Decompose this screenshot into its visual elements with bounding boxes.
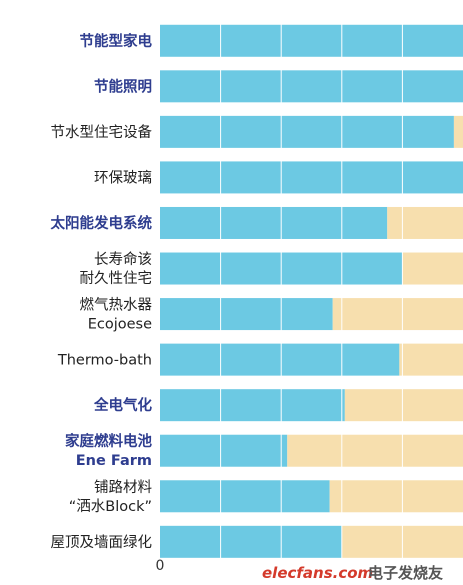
watermark: elecfans.com 电子发烧友 (262, 564, 443, 582)
category-label-3-line-1: 节水型住宅设备 (51, 124, 153, 141)
bar-segment-1-row-7 (160, 298, 333, 331)
bar-segment-1-row-5 (160, 206, 388, 239)
watermark-site: elecfans.com (262, 564, 373, 582)
x-tick-label-1: 0 (156, 558, 165, 574)
category-label-11-line-1: 铺路材料 (94, 479, 152, 496)
category-label-1-line-1: 节能型家电 (80, 32, 153, 50)
bar-segment-2-row-11 (329, 480, 463, 513)
category-label-6-line-1: 长寿命该 (94, 250, 152, 268)
category-label-2-line-1: 节能照明 (94, 77, 152, 95)
category-label-7-line-2: Ecojoese (88, 317, 152, 333)
category-label-8-line-1: Thermo-bath (57, 353, 152, 369)
gridlines (220, 18, 403, 565)
bar-segment-2-row-6 (402, 252, 463, 285)
bar-segment-2-row-5 (387, 206, 463, 239)
watermark-cn: 电子发烧友 (368, 564, 443, 582)
category-label-10-line-2: Ene Farm (76, 453, 152, 469)
bar-segment-1-row-1 (160, 24, 463, 57)
category-label-9-line-1: 全电气化 (93, 396, 152, 414)
bar-segment-1-row-2 (160, 70, 463, 103)
bar-segment-2-row-8 (399, 343, 463, 376)
bar-segment-2-row-7 (332, 298, 463, 331)
bar-segment-1-row-3 (160, 115, 454, 148)
x-ticks: 0 (156, 558, 165, 574)
bar-segment-1-row-9 (160, 389, 345, 422)
category-label-4-line-1: 环保玻璃 (94, 169, 152, 186)
bar-segment-1-row-4 (160, 161, 463, 194)
bar-segment-1-row-11 (160, 480, 330, 513)
bar-segment-1-row-10 (160, 434, 288, 467)
category-labels: 节能型家电节能照明节水型住宅设备环保玻璃太阳能发电系统长寿命该耐久性住宅燃气热水… (51, 32, 153, 551)
bars (160, 24, 463, 558)
bar-segment-1-row-8 (160, 343, 400, 376)
category-label-11-line-2: “洒水Block” (69, 498, 152, 515)
bar-segment-2-row-3 (453, 115, 463, 148)
category-label-7-line-1: 燃气热水器 (80, 296, 153, 314)
bar-segment-2-row-9 (344, 389, 463, 422)
category-label-6-line-2: 耐久性住宅 (80, 270, 153, 287)
category-label-10-line-1: 家庭燃料电池 (65, 432, 152, 450)
category-label-5-line-1: 太阳能发电系统 (51, 214, 153, 232)
bar-segment-2-row-10 (287, 434, 463, 467)
bar-segment-1-row-12 (160, 525, 342, 558)
category-label-12-line-1: 屋顶及墙面绿化 (51, 534, 153, 551)
